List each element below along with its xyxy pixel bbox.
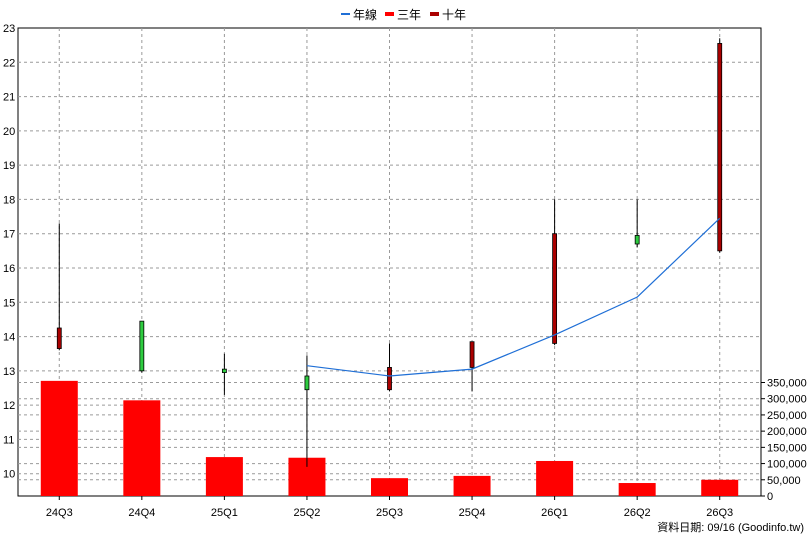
legend-swatch-10y xyxy=(430,12,439,16)
category-tick-label: 26Q3 xyxy=(706,507,733,519)
price-tick-label: 13 xyxy=(3,366,15,378)
candle-body xyxy=(56,327,62,349)
volume-tick-label: 250,000 xyxy=(767,410,807,422)
candle-body xyxy=(387,367,392,391)
annual-line-layer xyxy=(306,217,721,377)
volume-bar xyxy=(205,457,243,496)
annual-ma-line xyxy=(306,217,721,377)
price-tick-label: 11 xyxy=(3,434,14,446)
candle-body xyxy=(634,235,640,245)
volume-tick-label: 300,000 xyxy=(767,394,807,406)
legend-label-3y: 三年 xyxy=(397,8,421,22)
volume-bar xyxy=(371,478,408,496)
volume-bars xyxy=(40,380,739,496)
price-tick-label: 17 xyxy=(3,229,15,241)
category-tick-label: 24Q3 xyxy=(46,507,73,519)
category-tick-label: 26Q1 xyxy=(541,507,568,519)
price-tick-label: 21 xyxy=(3,92,15,104)
legend-swatch-3y xyxy=(385,12,394,16)
volume-tick-label: 100,000 xyxy=(767,459,807,471)
legend-label-10y: 十年 xyxy=(442,8,466,22)
volume-bar xyxy=(536,460,574,496)
price-tick-label: 18 xyxy=(3,194,15,206)
volume-tick-label: 200,000 xyxy=(767,426,807,438)
category-tick-label: 25Q2 xyxy=(293,507,320,519)
candlesticks xyxy=(56,38,723,467)
category-tick-label: 24Q4 xyxy=(128,507,155,519)
category-tick-label: 25Q1 xyxy=(211,507,238,519)
price-tick-label: 20 xyxy=(3,126,15,138)
volume-tick-label: 350,000 xyxy=(767,377,807,389)
candle-body xyxy=(304,375,310,391)
price-tick-label: 22 xyxy=(3,57,15,69)
price-tick-label: 15 xyxy=(3,297,15,309)
candle-body xyxy=(717,43,723,252)
volume-bar xyxy=(618,483,656,496)
category-tick-label: 25Q3 xyxy=(376,507,403,519)
volume-bar xyxy=(123,400,161,496)
volume-bar xyxy=(701,479,739,496)
volume-tick-label: 0 xyxy=(767,491,773,503)
price-tick-label: 23 xyxy=(3,23,15,35)
legend: 年線 三年 十年 xyxy=(341,7,466,22)
volume-tick-label: 50,000 xyxy=(767,475,801,487)
footer-source: 資料日期: 09/16 (Goodinfo.tw) xyxy=(657,520,804,534)
candle-body xyxy=(552,233,558,344)
candle-body xyxy=(469,341,475,368)
price-tick-label: 19 xyxy=(3,160,15,172)
legend-label-annual: 年線 xyxy=(353,7,377,22)
category-tick-label: 25Q4 xyxy=(459,507,486,519)
candle-body xyxy=(221,368,227,373)
volume-bar xyxy=(453,475,491,496)
price-tick-label: 12 xyxy=(3,400,15,412)
price-tick-label: 14 xyxy=(3,332,15,344)
axes: 10 11 12 13 14 15 16 17 18 19 20 21 22 23 0 50,000 100,0… xyxy=(3,23,807,519)
price-tick-label: 10 xyxy=(3,469,15,481)
price-tick-label: 16 xyxy=(3,263,15,275)
volume-bar xyxy=(40,380,78,496)
candle-body xyxy=(139,320,145,372)
volume-tick-label: 150,000 xyxy=(767,442,807,454)
category-tick-label: 26Q2 xyxy=(624,507,651,519)
